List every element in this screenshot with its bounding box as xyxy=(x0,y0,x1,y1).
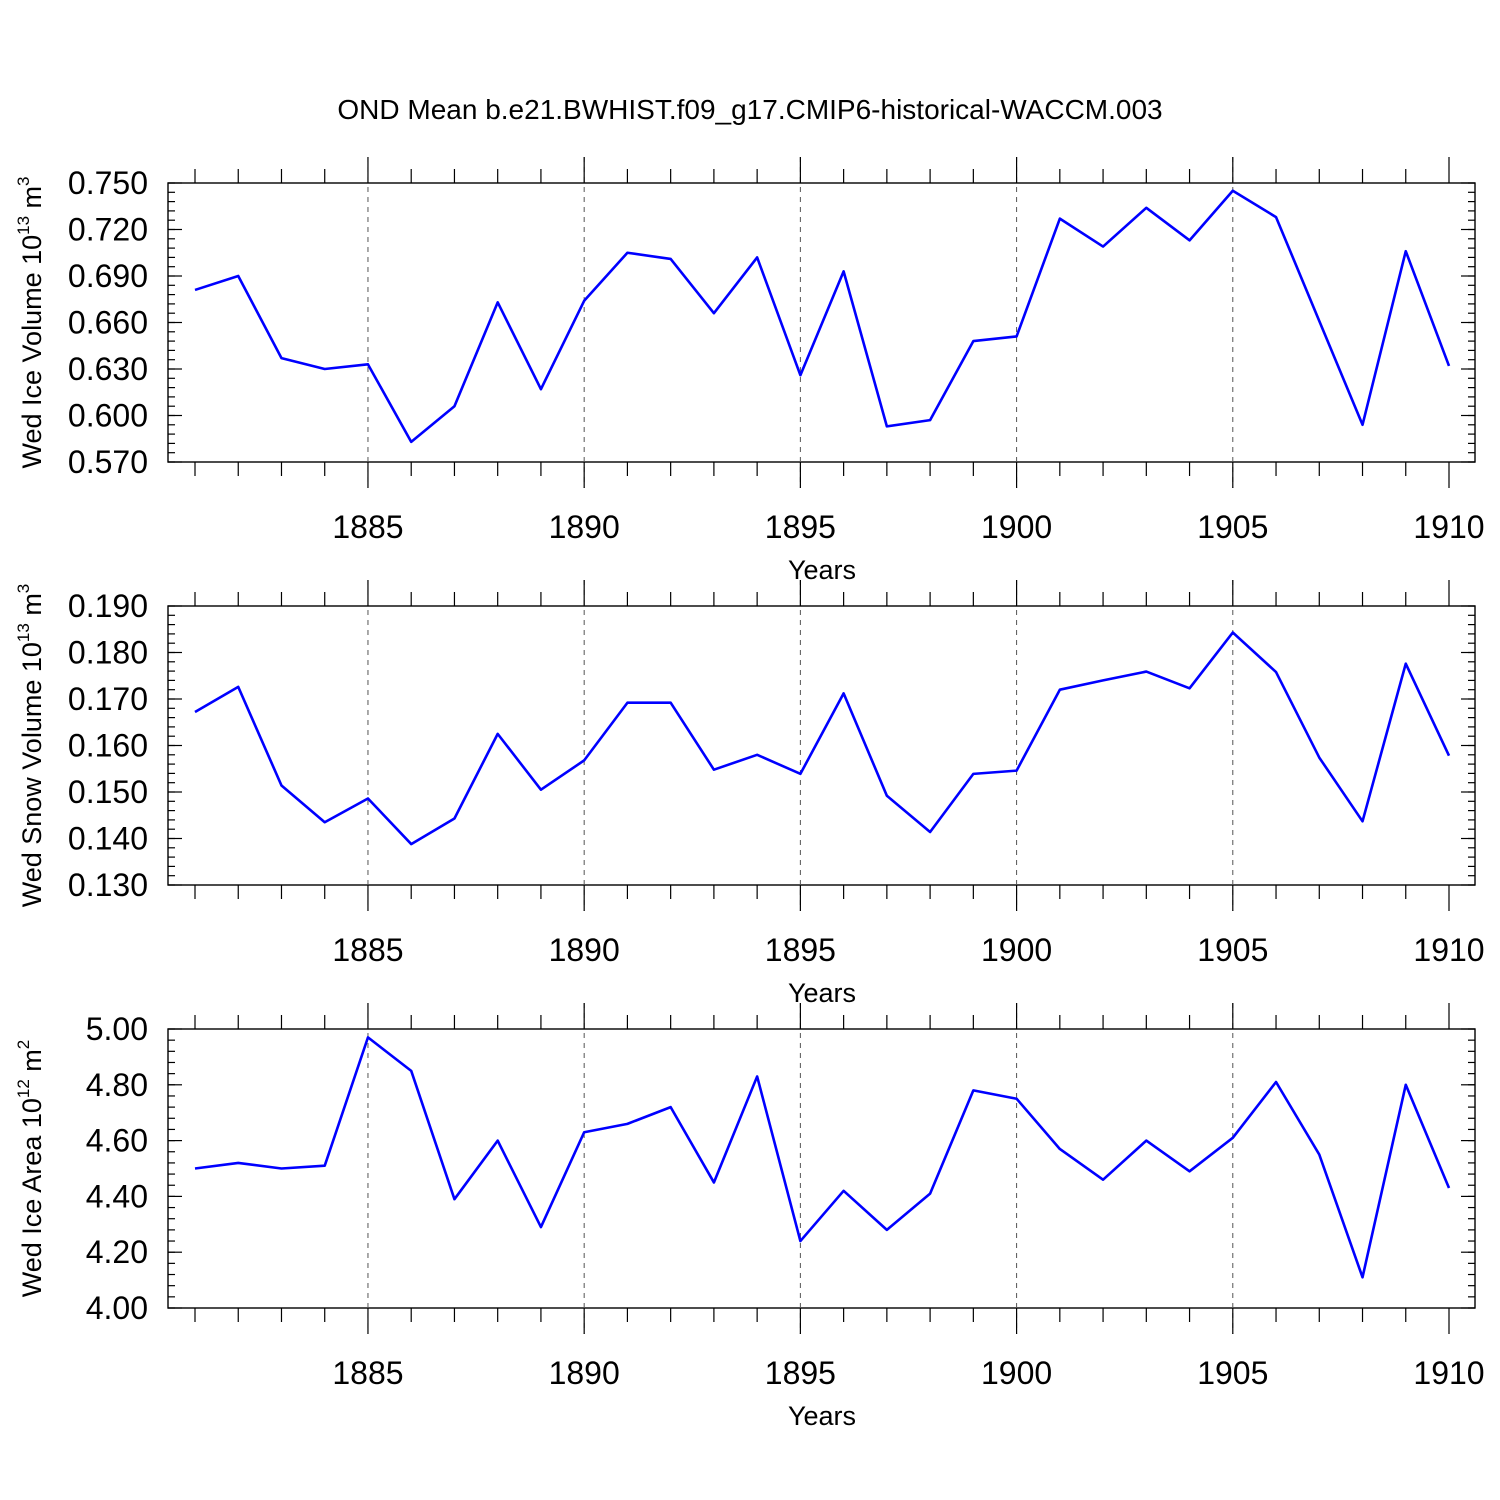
y-tick-label: 5.00 xyxy=(86,1011,148,1047)
x-tick-label: 1895 xyxy=(765,932,836,968)
plot-frame xyxy=(167,605,1476,886)
y-axis-title: Wed Ice Volume 1013 m3 xyxy=(14,176,47,468)
y-axis-title-part: m xyxy=(17,186,47,216)
figure-title: OND Mean b.e21.BWHIST.f09_g17.CMIP6-hist… xyxy=(337,94,1162,125)
y-tick-label: 4.40 xyxy=(86,1178,148,1214)
x-tick-label: 1885 xyxy=(332,1355,403,1391)
y-tick-label: 4.80 xyxy=(86,1067,148,1103)
x-tick-label: 1890 xyxy=(549,1355,620,1391)
y-axis-title-part: m xyxy=(17,593,47,623)
x-tick-label: 1895 xyxy=(765,1355,836,1391)
x-tick-label: 1895 xyxy=(765,509,836,545)
y-axis-title-part: Wed Snow Volume 10 xyxy=(17,642,47,907)
y-tick-label: 0.150 xyxy=(68,774,148,810)
x-axis-title: Years xyxy=(788,1401,856,1431)
y-tick-label: 0.170 xyxy=(68,681,148,717)
y-tick-label: 0.190 xyxy=(68,588,148,624)
y-axis-title-part: 12 xyxy=(14,1079,33,1098)
series-line-ice-area xyxy=(194,1036,1451,1279)
x-tick-label: 1905 xyxy=(1197,932,1268,968)
y-tick-label: 0.140 xyxy=(68,821,148,857)
x-tick-label: 1900 xyxy=(981,932,1052,968)
y-axis-title-part: Wed Ice Area 10 xyxy=(17,1098,47,1297)
x-tick-label: 1890 xyxy=(549,932,620,968)
panels: 0.570 0.600 0.630 0.660 0.690 0.720 0.750 1885 1… xyxy=(14,157,1485,1431)
x-tick-label: 1900 xyxy=(981,509,1052,545)
y-axis-title-part: 3 xyxy=(14,176,33,185)
y-tick-label: 0.720 xyxy=(68,212,148,248)
panel-ice-area: 4.00 4.20 4.40 4.60 4.80 5.00 1885 1890 1895 1900… xyxy=(14,1003,1485,1431)
y-tick-label: 0.660 xyxy=(68,305,148,341)
x-tick-label: 1910 xyxy=(1413,509,1484,545)
y-tick-label: 4.60 xyxy=(86,1123,148,1159)
y-tick-label: 0.130 xyxy=(68,867,148,903)
y-axis-title-part: m xyxy=(17,1049,47,1079)
panel-snow-volume: 0.130 0.140 0.150 0.160 0.170 0.180 0.190 1885 1… xyxy=(14,580,1485,1008)
plot-frame xyxy=(167,1028,1476,1309)
y-axis-title: Wed Snow Volume 1013 m3 xyxy=(14,584,47,908)
series-line-ice-volume xyxy=(194,189,1451,444)
x-tick-label: 1900 xyxy=(981,1355,1052,1391)
y-tick-label: 0.180 xyxy=(68,635,148,671)
y-axis-title-part: Wed Ice Volume 10 xyxy=(17,235,47,469)
y-tick-label: 0.160 xyxy=(68,728,148,764)
y-tick-label: 0.630 xyxy=(68,351,148,387)
y-tick-label: 4.20 xyxy=(86,1234,148,1270)
x-tick-label: 1905 xyxy=(1197,509,1268,545)
y-axis-title-part: 2 xyxy=(14,1040,33,1049)
panel-ice-volume: 0.570 0.600 0.630 0.660 0.690 0.720 0.750 1885 1… xyxy=(14,157,1485,585)
y-tick-label: 0.750 xyxy=(68,165,148,201)
x-tick-label: 1910 xyxy=(1413,1355,1484,1391)
x-tick-label: 1905 xyxy=(1197,1355,1268,1391)
y-axis-title: Wed Ice Area 1012 m2 xyxy=(14,1040,47,1298)
series-line-snow-volume xyxy=(194,631,1451,846)
y-axis-title-part: 3 xyxy=(14,584,33,593)
y-tick-label: 0.570 xyxy=(68,444,148,480)
y-axis-title-part: 13 xyxy=(14,216,33,235)
x-axis-title: Years xyxy=(788,978,856,1008)
y-axis-title-part: 13 xyxy=(14,623,33,642)
y-tick-label: 0.600 xyxy=(68,398,148,434)
x-axis-title: Years xyxy=(788,555,856,585)
x-tick-label: 1890 xyxy=(549,509,620,545)
x-tick-label: 1885 xyxy=(332,932,403,968)
y-tick-label: 4.00 xyxy=(86,1290,148,1326)
y-tick-label: 0.690 xyxy=(68,258,148,294)
x-tick-label: 1885 xyxy=(332,509,403,545)
x-tick-label: 1910 xyxy=(1413,932,1484,968)
